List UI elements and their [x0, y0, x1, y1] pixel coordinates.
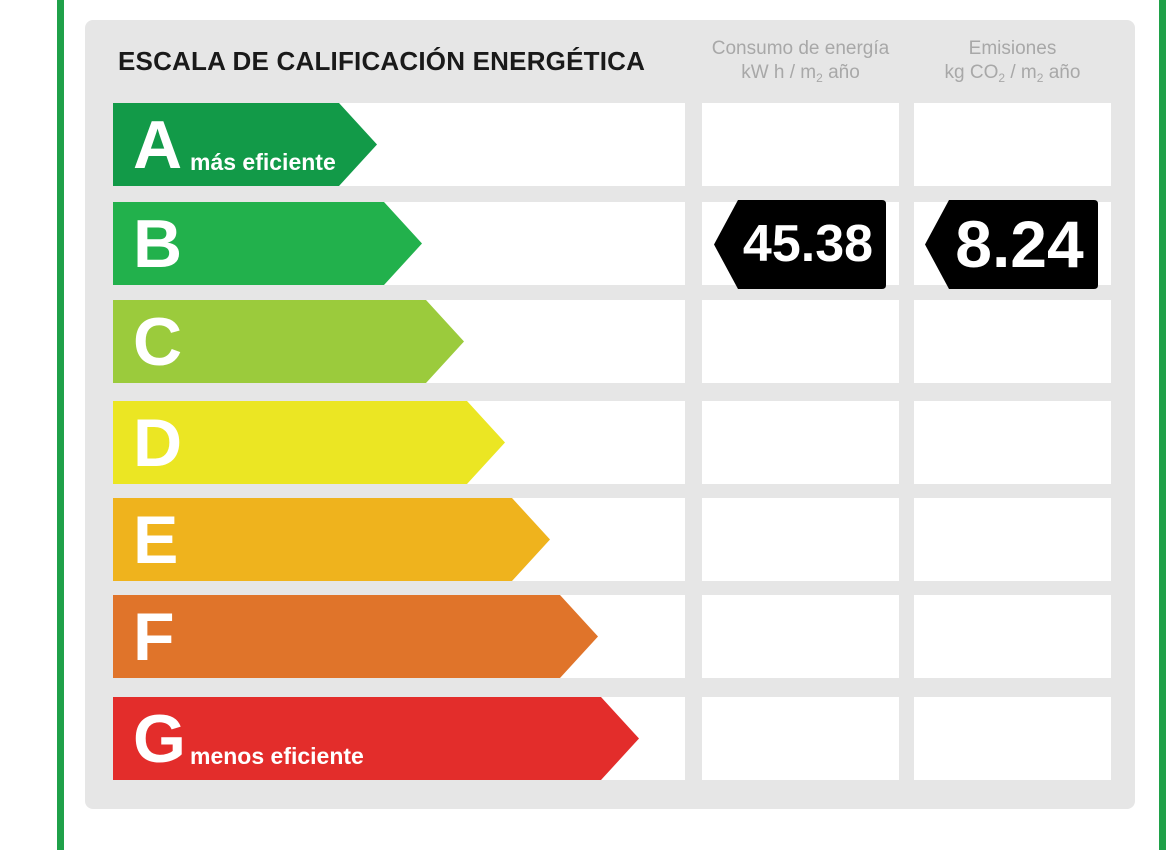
- rating-label-a: más eficiente: [190, 149, 336, 175]
- rating-arrow-shape-a: [113, 103, 377, 186]
- emisiones-cell-d: [914, 401, 1111, 484]
- emisiones-unit-text: kg CO: [944, 62, 999, 83]
- rating-arrow-e: E: [113, 498, 550, 581]
- rating-arrow-d: D: [113, 401, 505, 484]
- rating-arrow-b: B: [113, 202, 422, 285]
- emisiones-cell-f: [914, 595, 1111, 678]
- rating-letter-a: A: [133, 107, 183, 183]
- consumo-cell-e: [702, 498, 899, 581]
- emisiones-cell-a: [914, 103, 1111, 186]
- consumo-cell-d: [702, 401, 899, 484]
- consumo-value-badge-text: 45.38: [742, 215, 874, 273]
- rating-arrow-shape-g: [113, 697, 639, 780]
- column-header-consumo: Consumo de energía kW h / m2 año: [702, 37, 899, 85]
- consumo-cell-a: [702, 103, 899, 186]
- rating-arrow-shape-d: [113, 401, 505, 484]
- consumo-unit-sub: 2: [816, 71, 823, 85]
- page-title: ESCALA DE CALIFICACIÓN ENERGÉTICA: [118, 46, 646, 76]
- emisiones-unit-suffix: año: [1043, 62, 1081, 83]
- rating-arrow-shape-c: [113, 300, 464, 383]
- rating-arrow-f: F: [113, 595, 598, 678]
- column-header-consumo-line2: kW h / m2 año: [702, 61, 899, 85]
- emisiones-unit-mid: / m: [1005, 62, 1037, 83]
- rating-label-g: menos eficiente: [190, 743, 364, 769]
- column-header-emisiones: Emisiones kg CO2 / m2 año: [914, 37, 1111, 85]
- emisiones-cell-e: [914, 498, 1111, 581]
- consumo-unit-suffix: año: [822, 62, 860, 83]
- rating-letter-e: E: [133, 502, 179, 578]
- emisiones-value-badge: 8.24: [925, 200, 1098, 289]
- consumo-unit-text: kW h / m: [741, 62, 817, 83]
- rating-letter-d: D: [133, 405, 183, 481]
- emisiones-cell-g: [914, 697, 1111, 780]
- column-header-consumo-line1: Consumo de energía: [711, 38, 890, 59]
- emisiones-cell-c: [914, 300, 1111, 383]
- rating-arrow-shape-e: [113, 498, 550, 581]
- consumo-cell-g: [702, 697, 899, 780]
- rating-letter-c: C: [133, 304, 183, 380]
- rating-letter-f: F: [133, 599, 175, 675]
- consumo-cell-c: [702, 300, 899, 383]
- emisiones-value-badge-text: 8.24: [955, 207, 1084, 281]
- rating-letter-g: G: [133, 701, 186, 777]
- rating-letter-b: B: [133, 206, 183, 282]
- consumo-cell-f: [702, 595, 899, 678]
- consumo-value-badge-shape: [714, 200, 886, 289]
- rating-arrow-c: C: [113, 300, 464, 383]
- emisiones-unit-sub2: 2: [1036, 71, 1044, 85]
- emisiones-unit-sub1: 2: [998, 71, 1006, 85]
- emisiones-value-badge-shape: [925, 200, 1098, 289]
- rating-arrow-shape-f: [113, 595, 598, 678]
- rating-arrow-shape-b: [113, 202, 422, 285]
- outer-frame: [57, 0, 1166, 850]
- column-header-emisiones-line1: Emisiones: [968, 38, 1057, 59]
- consumo-value-badge: 45.38: [714, 200, 886, 289]
- column-header-emisiones-line2: kg CO2 / m2 año: [914, 61, 1111, 85]
